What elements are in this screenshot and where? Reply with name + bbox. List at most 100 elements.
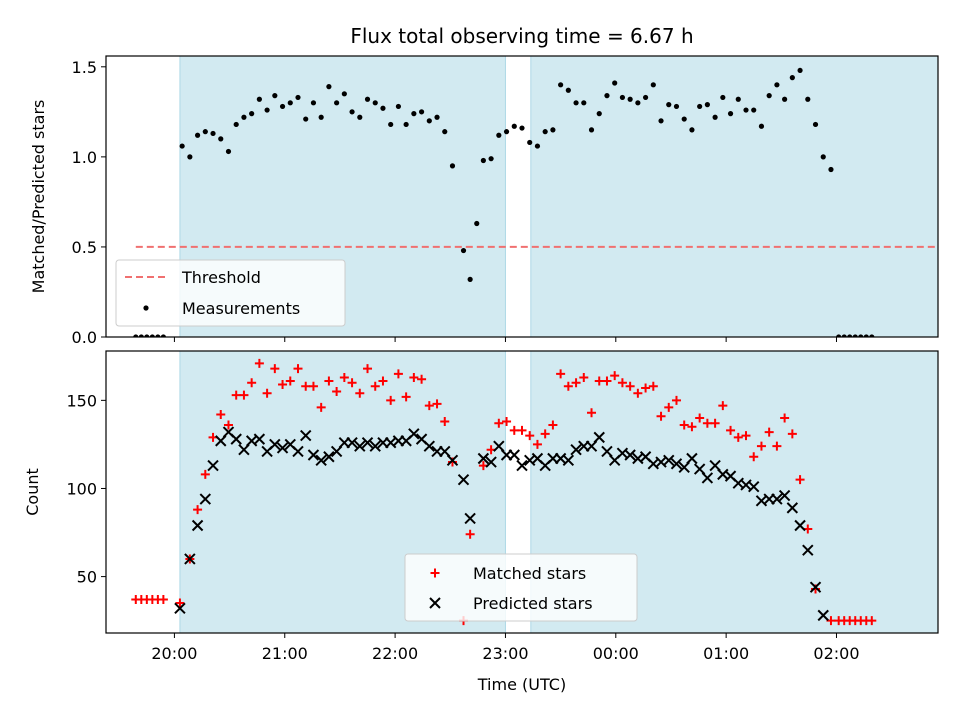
measurement-point	[612, 80, 618, 86]
legend-box	[404, 553, 638, 622]
matched-star-point	[726, 425, 736, 435]
matched-star-point	[756, 441, 766, 451]
x-tick-label: 01:00	[703, 644, 749, 663]
predicted-star-point	[748, 481, 760, 493]
matched-star-point	[239, 390, 249, 400]
matched-star-point	[175, 598, 185, 608]
matched-star-point	[316, 402, 326, 412]
predicted-star-point	[624, 449, 636, 461]
predicted-star-point	[562, 454, 575, 466]
measurement-point	[388, 121, 394, 128]
predicted-star-point	[516, 459, 528, 472]
measurement-point	[411, 111, 417, 117]
measurement-point	[681, 116, 687, 122]
matched-star-point	[787, 429, 797, 439]
measurement-point	[627, 96, 633, 102]
chart-title: Flux total observing time = 6.67 h	[350, 24, 693, 48]
matched-star-point	[764, 427, 774, 437]
measurement-point	[604, 93, 610, 99]
measurement-point	[144, 334, 150, 337]
measurement-point	[442, 129, 448, 135]
measurement-point	[797, 67, 803, 74]
predicted-star-point	[670, 458, 683, 470]
matched-star-point	[409, 372, 419, 382]
predicted-star-point	[253, 433, 266, 445]
predicted-star-point	[269, 438, 281, 451]
matched-star-point	[308, 381, 318, 391]
matched-star-point	[200, 469, 210, 479]
matched-star-point	[293, 364, 303, 374]
predicted-star-point	[323, 451, 335, 463]
matched-star-point	[285, 376, 295, 386]
measurement-point	[474, 220, 480, 227]
predicted-star-point	[794, 519, 806, 532]
measurement-point	[310, 100, 317, 106]
measurement-point	[287, 100, 293, 106]
matched-star-point	[641, 383, 651, 393]
measurement-point	[179, 143, 185, 149]
measurement-point	[279, 103, 286, 110]
measurement-point	[341, 91, 347, 97]
measurement-point	[704, 102, 710, 108]
predicted-star-point	[771, 493, 783, 505]
measurement-point	[820, 154, 826, 160]
measurement-point	[858, 334, 864, 337]
x-tick-label: 22:00	[372, 644, 418, 663]
measurement-point	[480, 157, 486, 164]
measurement-point	[364, 96, 371, 102]
count-panel: 50 100 150 20:00 21:00 22:00 23:00 00:00 01:00 02…	[23, 350, 939, 663]
matched-star-point	[772, 441, 782, 451]
y-tick-label: 100	[66, 479, 97, 498]
series-matched-stars	[131, 358, 877, 626]
matched-star-point	[363, 364, 373, 374]
measurement-point	[789, 75, 795, 81]
measurement-point	[160, 334, 166, 337]
matched-star-point	[223, 420, 233, 430]
matched-star-point	[633, 388, 643, 398]
legend-predicted-swatch	[429, 597, 441, 609]
y-axis-label: Matched/Predicted stars	[29, 100, 48, 294]
matched-star-point	[339, 372, 349, 382]
matched-star-point	[494, 418, 504, 428]
measurement-point	[581, 100, 587, 106]
matched-star-point	[378, 376, 388, 386]
measurement-point	[573, 100, 579, 106]
measurement-point	[697, 103, 703, 110]
measurement-point	[766, 93, 772, 99]
matched-star-point	[656, 411, 666, 421]
measurement-point	[155, 334, 161, 337]
matched-star-point	[749, 452, 759, 462]
matched-star-point	[710, 418, 720, 428]
matched-star-point	[278, 379, 288, 389]
matched-star-point	[579, 372, 589, 382]
measurement-point	[666, 102, 672, 108]
matched-star-point	[502, 417, 512, 426]
measurement-point	[349, 109, 355, 115]
measurement-point	[303, 116, 309, 122]
measurement-point	[542, 129, 548, 135]
measurement-point	[527, 139, 533, 146]
matched-star-point	[780, 413, 790, 423]
x-tick-label: 20:00	[151, 644, 197, 663]
measurement-point	[841, 334, 847, 337]
measurement-point	[233, 121, 239, 128]
legend-measurements-label: Measurements	[182, 299, 300, 318]
predicted-star-point	[307, 449, 320, 461]
matched-star-point	[664, 402, 674, 412]
measurement-point	[496, 132, 502, 138]
measurement-point	[635, 100, 641, 106]
matched-star-point	[440, 417, 450, 426]
matched-star-point	[867, 616, 877, 626]
matched-star-point	[571, 378, 581, 388]
matched-star-point	[695, 413, 705, 423]
matched-star-point	[563, 381, 573, 391]
measurement-point	[357, 114, 363, 120]
measurement-point	[202, 129, 208, 135]
measurement-point	[812, 121, 819, 128]
measurement-point	[782, 96, 788, 102]
matched-star-point	[386, 395, 396, 405]
series-predicted-stars	[174, 426, 829, 622]
measurement-point	[642, 94, 649, 101]
measurement-point	[650, 82, 656, 88]
measurement-point	[758, 123, 765, 129]
